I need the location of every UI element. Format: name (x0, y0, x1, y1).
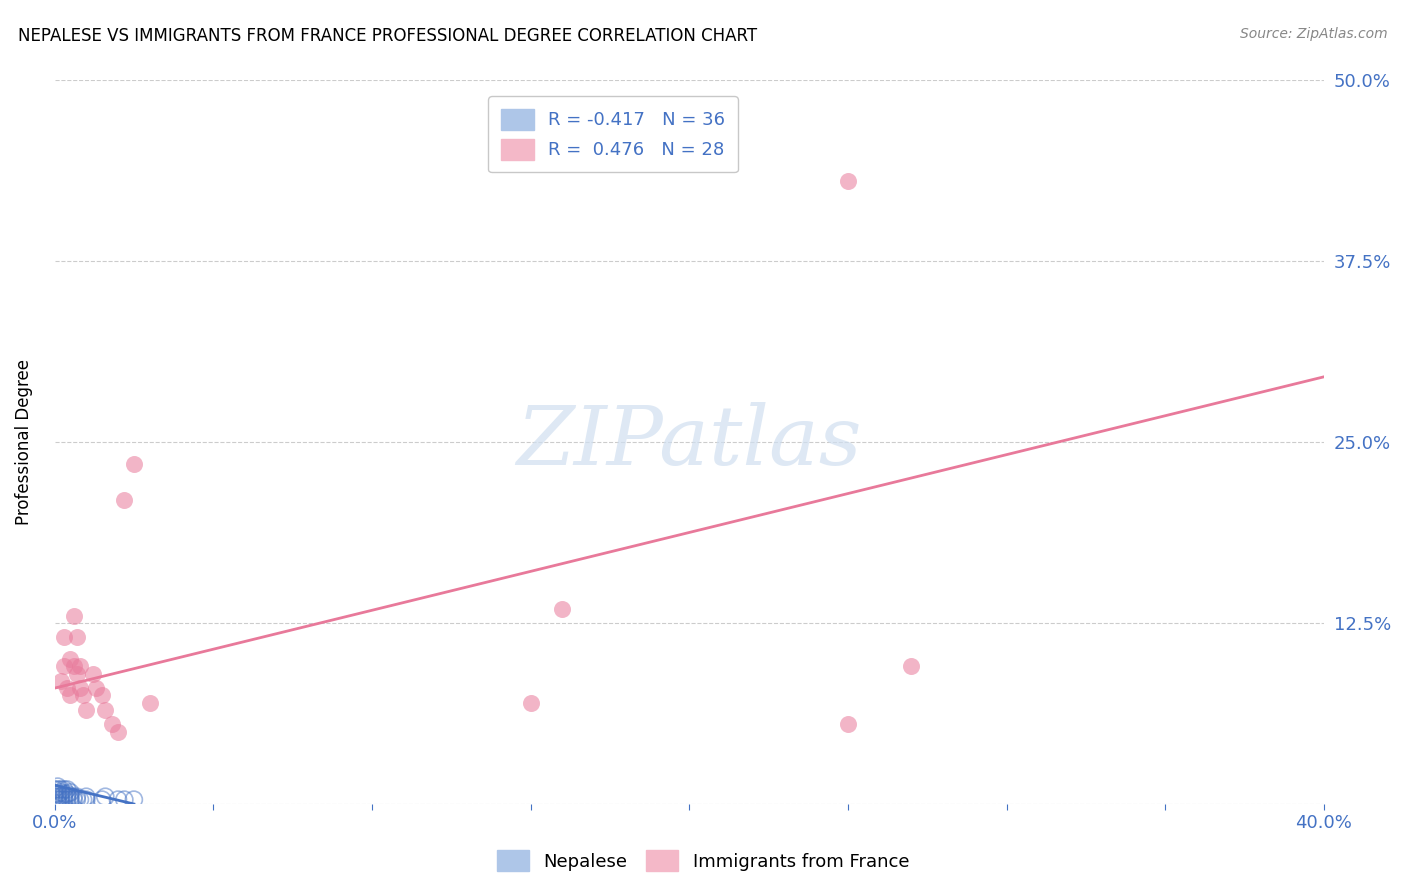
Point (56, 789, 79, 804)
Point (62, 789, 84, 804)
Legend: R = -0.417   N = 36, R =  0.476   N = 28: R = -0.417 N = 36, R = 0.476 N = 28 (488, 96, 738, 172)
Point (69, 792, 91, 806)
Point (66, 666, 89, 681)
Point (46, 780, 69, 794)
Y-axis label: Professional Degree: Professional Degree (15, 359, 32, 525)
Point (46, 789, 69, 804)
Point (56, 681, 79, 695)
Point (900, 659, 922, 673)
Point (75, 789, 97, 804)
Point (122, 457, 145, 471)
Point (62, 608, 84, 623)
Point (46, 787, 69, 801)
Point (69, 659, 91, 673)
Point (138, 696, 160, 710)
Point (551, 601, 574, 615)
Point (94, 789, 117, 804)
Point (66, 789, 89, 804)
Point (62, 792, 84, 806)
Point (44, 787, 66, 801)
Point (44, 789, 66, 804)
Point (53, 792, 76, 806)
Point (44, 782, 66, 797)
Point (56, 782, 79, 797)
Point (59, 789, 82, 804)
Point (49, 673, 72, 688)
Point (53, 789, 76, 804)
Point (82, 666, 104, 681)
Point (72, 792, 94, 806)
Point (53, 659, 76, 673)
Point (112, 492, 135, 507)
Text: Source: ZipAtlas.com: Source: ZipAtlas.com (1240, 27, 1388, 41)
Point (56, 792, 79, 806)
Point (59, 792, 82, 806)
Point (69, 681, 91, 695)
Legend: Nepalese, Immigrants from France: Nepalese, Immigrants from France (489, 843, 917, 879)
Point (94, 703, 117, 717)
Text: NEPALESE VS IMMIGRANTS FROM FRANCE PROFESSIONAL DEGREE CORRELATION CHART: NEPALESE VS IMMIGRANTS FROM FRANCE PROFE… (18, 27, 758, 45)
Point (46, 792, 69, 806)
Point (107, 724, 129, 739)
Point (122, 792, 145, 806)
Point (84, 681, 107, 695)
Point (46, 782, 69, 797)
Point (112, 792, 135, 806)
Point (49, 782, 72, 797)
Point (49, 785, 72, 799)
Point (66, 631, 89, 645)
Point (91, 792, 114, 806)
Point (59, 652, 82, 666)
Point (59, 689, 82, 703)
Point (837, 174, 859, 188)
Point (59, 785, 82, 799)
Text: ZIPatlas: ZIPatlas (516, 402, 862, 482)
Point (66, 792, 89, 806)
Point (75, 792, 97, 806)
Point (72, 689, 94, 703)
Point (53, 631, 76, 645)
Point (49, 792, 72, 806)
Point (62, 659, 84, 673)
Point (53, 782, 76, 797)
Point (100, 717, 122, 731)
Point (56, 787, 79, 801)
Point (91, 689, 114, 703)
Point (107, 792, 129, 806)
Point (75, 703, 97, 717)
Point (519, 696, 541, 710)
Point (49, 789, 72, 804)
Point (837, 717, 859, 731)
Point (53, 787, 76, 801)
